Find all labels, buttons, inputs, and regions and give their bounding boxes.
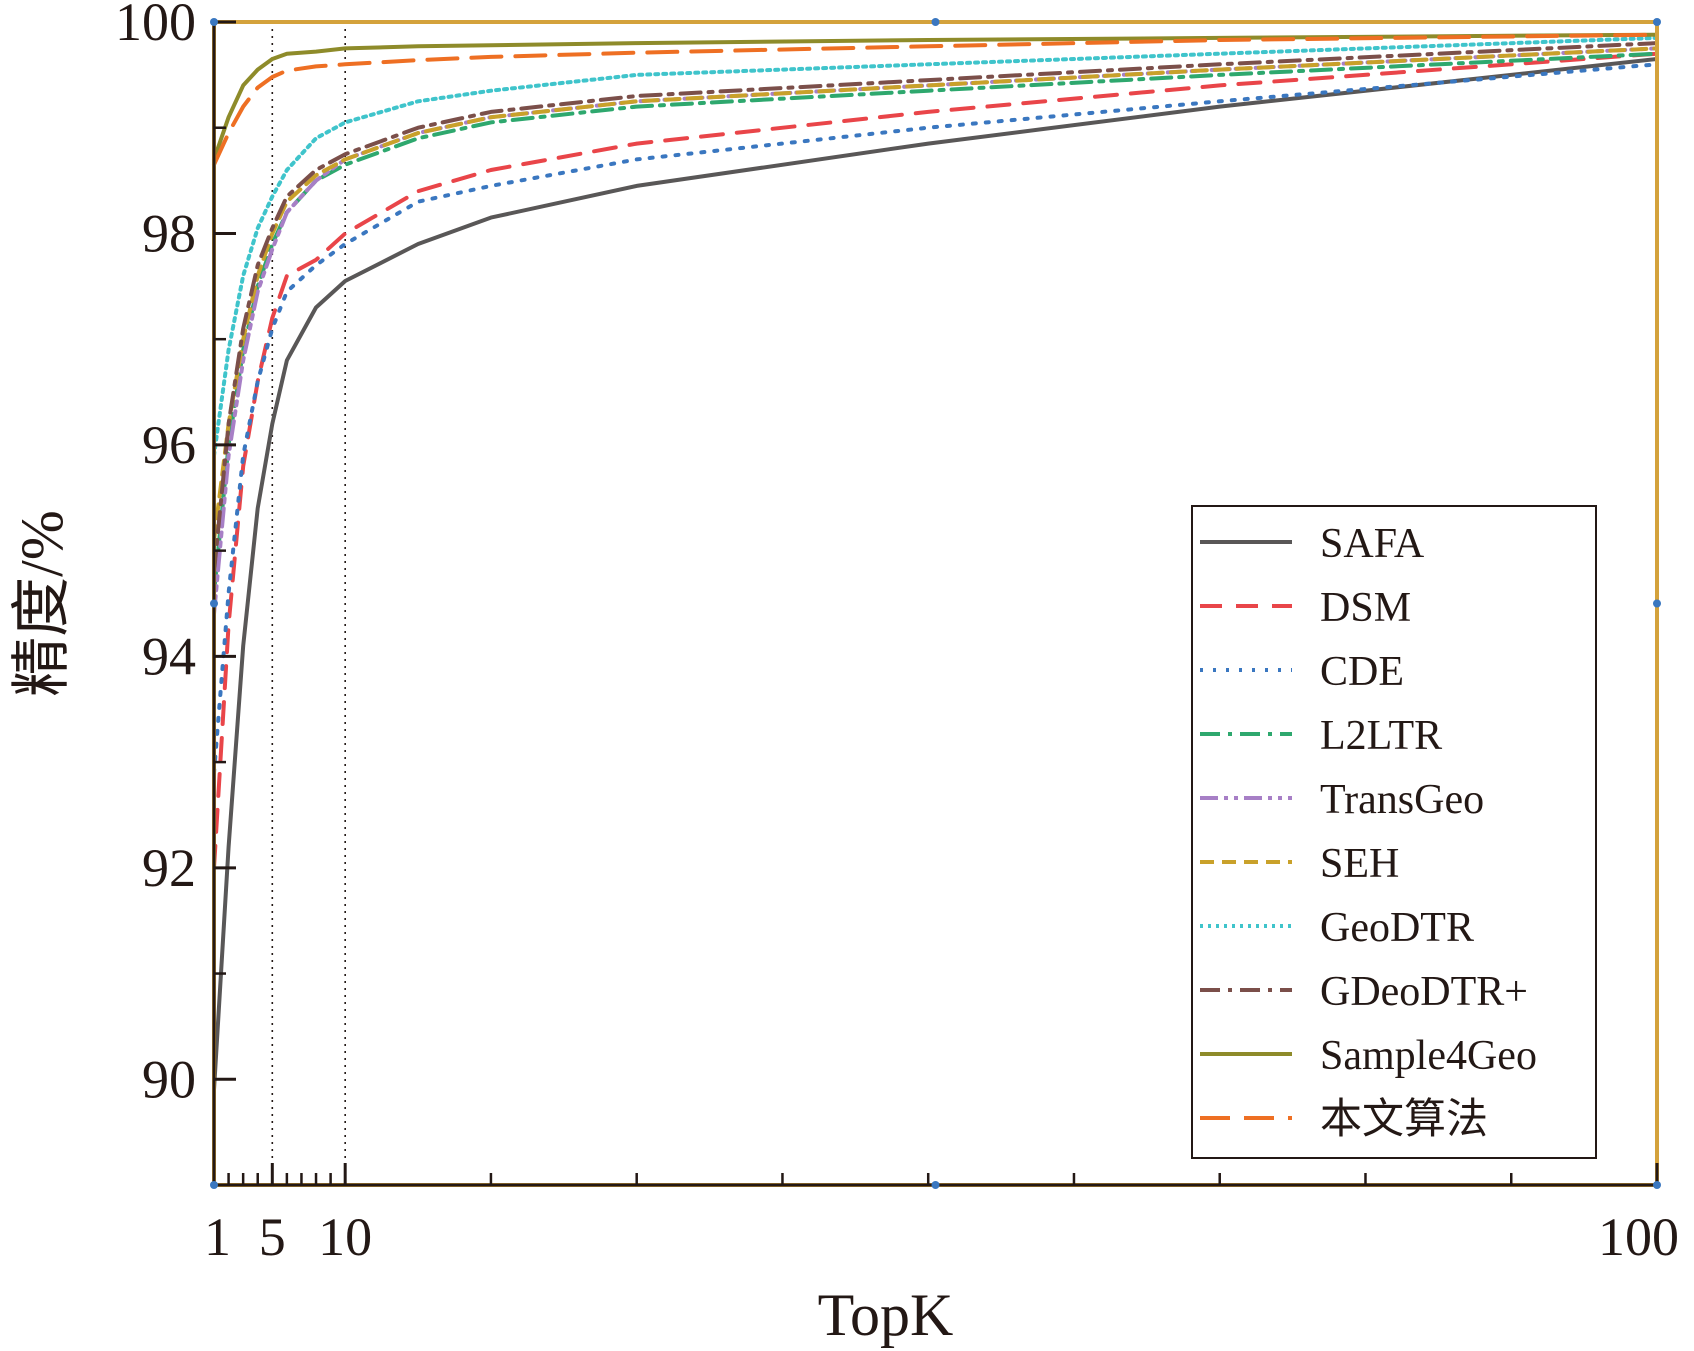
legend-label-9: 本文算法 <box>1320 1096 1488 1143</box>
frame-handle-dot <box>210 599 218 608</box>
series-line-9 <box>212 32 1659 167</box>
series-line-2 <box>212 62 1659 775</box>
y-tick-label: 94 <box>142 626 196 686</box>
legend: SAFA DSM CDE L2LTR TransGeo SEH GeoDTR GDeoDTR+… <box>1191 505 1597 1159</box>
series-line-8 <box>212 32 1659 162</box>
axes: 1 5 10 100 90 92 94 96 98 100 <box>115 0 1679 1267</box>
y-tick-label: 100 <box>115 0 196 52</box>
frame-handle-dot <box>1653 18 1661 26</box>
x-tick-label: 10 <box>318 1207 372 1267</box>
series-line-0 <box>212 57 1659 1092</box>
x-axis-title: TopK <box>818 1282 954 1348</box>
series-line-7 <box>212 41 1659 574</box>
legend-label-5: SEH <box>1320 841 1399 887</box>
y-axis-title: 精度/% <box>9 510 75 697</box>
y-tick-label: 92 <box>142 838 196 898</box>
frame-handle-dot <box>1653 599 1661 608</box>
frame-handle-dot <box>1653 1181 1661 1189</box>
legend-label-8: Sample4Geo <box>1320 1033 1537 1079</box>
series-line-1 <box>212 51 1659 870</box>
frame-handle-dot <box>931 18 940 26</box>
reference-lines <box>271 22 346 1185</box>
legend-label-3: L2LTR <box>1320 713 1442 759</box>
x-tick-label: 5 <box>259 1207 286 1267</box>
legend-label-4: TransGeo <box>1320 777 1484 823</box>
x-tick-label: 1 <box>204 1207 231 1267</box>
legend-label-6: GeoDTR <box>1320 905 1474 951</box>
series-line-4 <box>212 46 1659 617</box>
legend-label-1: DSM <box>1320 585 1411 631</box>
legend-label-0: SAFA <box>1320 521 1425 567</box>
legend-box <box>1191 505 1597 1159</box>
x-tick-label: 100 <box>1598 1207 1679 1267</box>
legend-label-2: CDE <box>1320 649 1404 695</box>
y-tick-label: 96 <box>142 415 196 475</box>
frame-handle-dot <box>210 18 218 26</box>
y-tick-label: 90 <box>142 1049 196 1109</box>
series-layer <box>212 32 1659 1092</box>
y-tick-label: 98 <box>142 203 196 263</box>
frame-handle-dot <box>210 1181 218 1189</box>
series-line-5 <box>212 46 1659 543</box>
legend-label-7: GDeoDTR+ <box>1320 969 1528 1015</box>
frame-handle-dot <box>931 1181 940 1189</box>
series-line-6 <box>212 35 1659 458</box>
